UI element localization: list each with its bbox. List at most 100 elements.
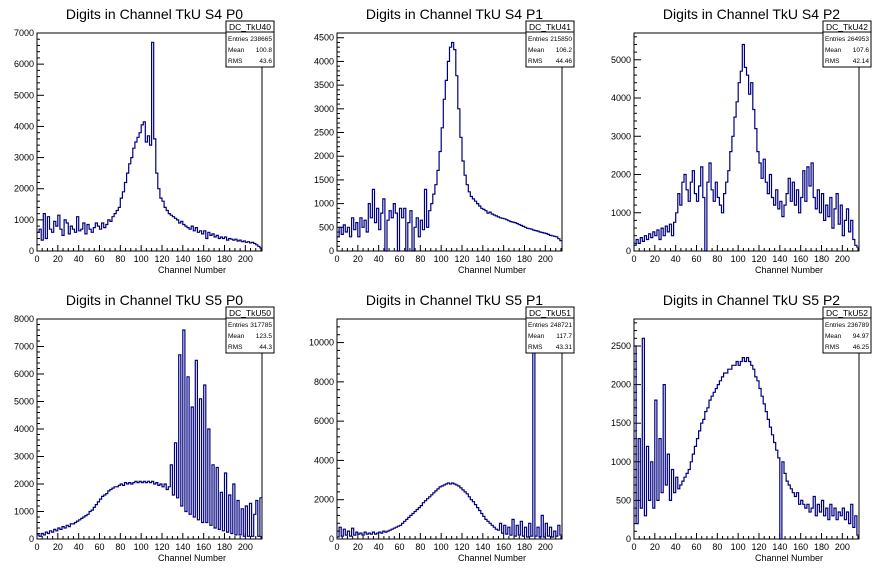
x-tick-label: 60: [691, 254, 701, 264]
stats-box: DC_TkU40 Entries 238665 Mean 100.8 RMS 43.6: [225, 20, 275, 68]
y-tick-label: 7000: [14, 28, 34, 38]
y-tick-label: 3000: [14, 452, 34, 462]
stats-box-frame: [225, 20, 275, 68]
x-tick-label: 40: [374, 542, 384, 552]
x-tick-label: 80: [115, 254, 125, 264]
x-tick-label: 140: [772, 254, 787, 264]
stats-value: 43.31: [556, 344, 573, 351]
stats-value: 43.6: [259, 58, 272, 65]
y-tick-label: 0: [29, 246, 34, 256]
stats-name: DC_TkU42: [826, 22, 868, 32]
stats-value: 317785: [250, 322, 272, 329]
x-tick-label: 140: [772, 542, 787, 552]
x-tick-label: 80: [712, 542, 722, 552]
stats-label: Entries: [825, 322, 846, 329]
x-tick-label: 40: [671, 542, 681, 552]
y-tick-label: 2000: [611, 170, 631, 180]
x-tick-label: 160: [196, 542, 211, 552]
y-tick-label: 8000: [14, 314, 34, 324]
panel-title: Digits in Channel TkU S5 P0: [66, 292, 243, 308]
stats-box: DC_TkU41 Entries 215850 Mean 106.2 RMS 44.46: [525, 20, 575, 68]
stats-label: Entries: [528, 36, 549, 43]
x-tick-label: 120: [751, 254, 766, 264]
stats-label: RMS: [528, 58, 543, 65]
stats-value: 123.5: [256, 333, 273, 340]
stats-label: Mean: [528, 47, 545, 54]
x-tick-label: 120: [454, 254, 469, 264]
x-tick-label: 180: [517, 254, 532, 264]
y-tick-label: 1000: [314, 199, 334, 209]
y-tick-label: 3500: [314, 80, 334, 90]
x-tick-label: 20: [650, 254, 660, 264]
y-tick-label: 0: [626, 534, 631, 544]
x-tick-label: 0: [334, 254, 339, 264]
histogram-line: [337, 41, 562, 252]
x-tick-label: 180: [217, 542, 232, 552]
y-tick-label: 3000: [14, 153, 34, 163]
stats-label: Mean: [228, 333, 245, 340]
stats-label: RMS: [825, 344, 840, 351]
x-tick-label: 140: [475, 542, 490, 552]
y-tick-label: 4000: [314, 455, 334, 465]
y-tick-label: 1000: [611, 457, 631, 467]
stats-box: DC_TkU52 Entries 236789 Mean 94.97 RMS 46.25: [822, 306, 872, 354]
x-tick-label: 80: [115, 542, 125, 552]
y-tick-label: 6000: [14, 59, 34, 69]
x-tick-label: 200: [538, 542, 553, 552]
y-tick-label: 4000: [14, 121, 34, 131]
x-tick-label: 0: [334, 542, 339, 552]
x-tick-label: 20: [353, 542, 363, 552]
y-tick-label: 5000: [611, 55, 631, 65]
y-tick-label: 10000: [309, 338, 334, 348]
stats-value: 106.2: [556, 47, 573, 54]
plot-frame: [36, 32, 263, 252]
x-tick-label: 0: [631, 254, 636, 264]
x-tick-label: 40: [74, 254, 84, 264]
histogram-panel-5: Digits in Channel TkU S5 P1 0 20 40 60 80 100 1…: [309, 292, 575, 563]
y-tick-label: 8000: [314, 377, 334, 387]
plot-frame: [633, 318, 860, 540]
x-tick-label: 120: [454, 542, 469, 552]
y-tick-label: 1000: [14, 215, 34, 225]
stats-label: RMS: [228, 58, 243, 65]
panel-title: Digits in Channel TkU S5 P2: [663, 292, 840, 308]
y-tick-label: 4000: [314, 56, 334, 66]
y-tick-label: 3000: [314, 104, 334, 114]
x-tick-label: 40: [671, 254, 681, 264]
x-tick-label: 160: [793, 542, 808, 552]
stats-name: DC_TkU52: [826, 308, 868, 318]
y-tick-label: 2000: [314, 151, 334, 161]
x-tick-label: 120: [154, 254, 169, 264]
stats-value: 100.8: [256, 47, 273, 54]
x-axis-label: Channel Number: [755, 265, 823, 275]
x-tick-label: 60: [94, 542, 104, 552]
x-tick-label: 200: [238, 254, 253, 264]
stats-value: 44.3: [259, 344, 272, 351]
x-axis-label: Channel Number: [158, 265, 226, 275]
x-tick-label: 80: [415, 254, 425, 264]
x-tick-label: 20: [53, 254, 63, 264]
x-tick-label: 160: [196, 254, 211, 264]
x-tick-label: 200: [835, 542, 850, 552]
y-tick-label: 0: [29, 534, 34, 544]
stats-box: DC_TkU50 Entries 317785 Mean 123.5 RMS 44.3: [225, 306, 275, 354]
stats-label: RMS: [825, 58, 840, 65]
y-tick-label: 4500: [314, 33, 334, 43]
x-tick-label: 0: [34, 254, 39, 264]
stats-box-frame: [225, 306, 275, 354]
x-axis-label: Channel Number: [458, 553, 526, 563]
x-tick-label: 180: [814, 542, 829, 552]
y-tick-label: 5000: [14, 397, 34, 407]
stats-name: DC_TkU40: [229, 22, 271, 32]
stats-value: 44.46: [556, 58, 573, 65]
stats-value: 264953: [847, 36, 869, 43]
x-tick-label: 20: [353, 254, 363, 264]
x-tick-label: 20: [650, 542, 660, 552]
y-tick-label: 6000: [314, 416, 334, 426]
histogram-panel-3: Digits in Channel TkU S4 P2 0 20 40 60 80 100 1…: [611, 6, 872, 275]
stats-label: Entries: [228, 36, 249, 43]
y-tick-label: 0: [329, 534, 334, 544]
stats-label: Entries: [825, 36, 846, 43]
stats-name: DC_TkU50: [229, 308, 271, 318]
